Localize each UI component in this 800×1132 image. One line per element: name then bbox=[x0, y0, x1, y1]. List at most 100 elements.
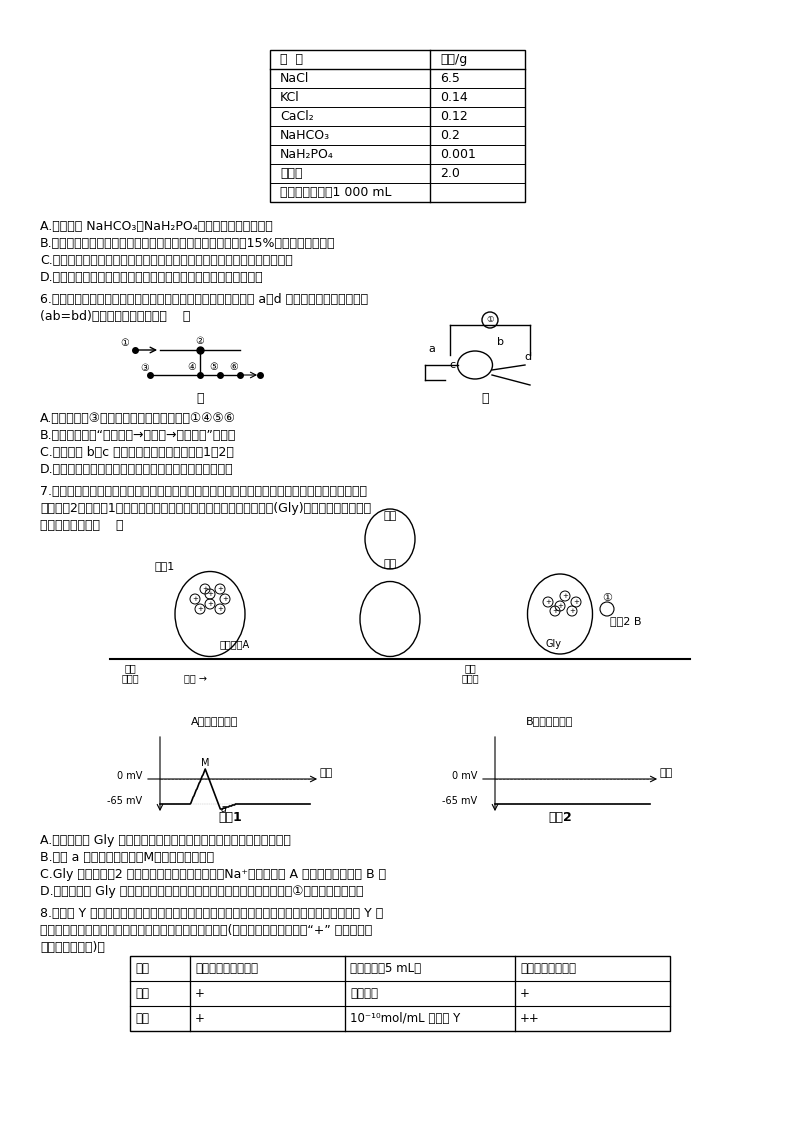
Text: +: + bbox=[202, 586, 208, 592]
Text: 0.001: 0.001 bbox=[440, 148, 476, 161]
Text: M: M bbox=[201, 758, 210, 767]
Text: 葡萄糖: 葡萄糖 bbox=[280, 168, 302, 180]
Text: ①: ① bbox=[121, 338, 130, 348]
Text: 脂肪细胞相对数量: 脂肪细胞相对数量 bbox=[520, 962, 576, 975]
Text: 6.5: 6.5 bbox=[440, 72, 460, 85]
Text: 甲: 甲 bbox=[196, 392, 204, 405]
Text: 前脂肪细胞相对数量: 前脂肪细胞相对数量 bbox=[195, 962, 258, 975]
Text: D.突触间隙的 Gly 可以通过主动运输方式进入细胞再被细胞利用，结构①可能表示载体蛋白: D.突触间隙的 Gly 可以通过主动运输方式进入细胞再被细胞利用，结构①可能表示… bbox=[40, 885, 363, 898]
Text: 成  分: 成 分 bbox=[280, 53, 303, 66]
Text: +: + bbox=[545, 599, 551, 604]
Text: C.刺激图乙 b、c 点，灵敏电流计指针各偏转1、2次: C.刺激图乙 b、c 点，灵敏电流计指针各偏转1、2次 bbox=[40, 446, 234, 458]
Text: 时间: 时间 bbox=[320, 767, 334, 778]
Text: 0.12: 0.12 bbox=[440, 110, 468, 123]
Text: 通道甲: 通道甲 bbox=[121, 674, 139, 683]
Text: 加蒸馏水定容至1 000 mL: 加蒸馏水定容至1 000 mL bbox=[280, 186, 391, 199]
Text: 0.2: 0.2 bbox=[440, 129, 460, 142]
Text: 生理盐水: 生理盐水 bbox=[350, 987, 378, 1000]
Text: +: + bbox=[197, 606, 203, 612]
Text: ②: ② bbox=[196, 336, 204, 346]
Text: a: a bbox=[221, 804, 227, 814]
Text: 0 mV: 0 mV bbox=[452, 771, 477, 781]
Text: +: + bbox=[207, 601, 213, 607]
Text: NaHCO₃: NaHCO₃ bbox=[280, 129, 330, 142]
Text: 甲组: 甲组 bbox=[135, 987, 149, 1000]
Text: D.实验过程中突触前膜发生的变化有产生动作电位和释放神经递质: D.实验过程中突触前膜发生的变化有产生动作电位和释放神经递质 bbox=[40, 271, 264, 284]
Text: +: + bbox=[573, 599, 579, 604]
Text: 加入溶液（5 mL）: 加入溶液（5 mL） bbox=[350, 962, 421, 975]
Text: 时间: 时间 bbox=[660, 767, 674, 778]
Text: A处膜电位变化: A处膜电位变化 bbox=[191, 717, 238, 726]
Text: +: + bbox=[217, 606, 223, 612]
Text: 离子: 离子 bbox=[464, 663, 476, 674]
Text: 乙组: 乙组 bbox=[135, 1012, 149, 1024]
Text: +: + bbox=[562, 593, 568, 599]
Text: a: a bbox=[429, 344, 435, 354]
Text: 乙: 乙 bbox=[482, 392, 489, 405]
Text: C.Gly 作用于突触2 的突触后膜使离子通道开放，Na⁺内流，导致 A 处的兴奋不能传至 B 处: C.Gly 作用于突触2 的突触后膜使离子通道开放，Na⁺内流，导致 A 处的兴… bbox=[40, 868, 386, 881]
Text: 离子: 离子 bbox=[124, 663, 136, 674]
Text: 兴奋 →: 兴奋 → bbox=[183, 674, 206, 683]
Text: 10⁻¹⁰mol/mL 神经肽 Y: 10⁻¹⁰mol/mL 神经肽 Y bbox=[350, 1012, 460, 1024]
Text: d: d bbox=[525, 352, 531, 362]
Text: C.作为反射弧的组成部分，该标本仍然发挥作用的部分有传入神经和效应器: C.作为反射弧的组成部分，该标本仍然发挥作用的部分有传入神经和效应器 bbox=[40, 254, 293, 267]
Text: D.若抑制该图中细胞的呼吸作用，不影响神经兴奋的传导: D.若抑制该图中细胞的呼吸作用，不影响神经兴奋的传导 bbox=[40, 463, 234, 475]
Text: 7.兴奋在中枢神经系统传导的过程中，有时存在一个突触引起的兴奋被后一个突触抑制的现象。下: 7.兴奋在中枢神经系统传导的过程中，有时存在一个突触引起的兴奋被后一个突触抑制的… bbox=[40, 484, 367, 498]
Text: B.图中 a 段表示静息电位，M点时膜外是负电位: B.图中 a 段表示静息电位，M点时膜外是负电位 bbox=[40, 851, 214, 864]
Text: 前脂肪细胞增殖和分化的影响。科研小组进行了如下实验(其他条件相同且适宜，“+” 的多少表示: 前脂肪细胞增殖和分化的影响。科研小组进行了如下实验(其他条件相同且适宜，“+” … bbox=[40, 924, 372, 937]
Text: 0 mV: 0 mV bbox=[117, 771, 142, 781]
Text: +: + bbox=[557, 603, 563, 609]
Text: -65 mV: -65 mV bbox=[442, 796, 477, 806]
Text: ①: ① bbox=[486, 316, 494, 325]
Text: +: + bbox=[195, 987, 205, 1000]
Text: 突触2 B: 突触2 B bbox=[610, 616, 642, 626]
Text: +: + bbox=[195, 1012, 205, 1024]
Text: A.乙酰胆碱和 Gly 都储存在突触小泡内，受到刺激后以胞吐的方式释放: A.乙酰胆碱和 Gly 都储存在突触小泡内，受到刺激后以胞吐的方式释放 bbox=[40, 834, 291, 847]
Text: +: + bbox=[222, 597, 228, 602]
Text: ③: ③ bbox=[141, 363, 150, 374]
Text: +: + bbox=[192, 597, 198, 602]
Text: +: + bbox=[207, 591, 213, 597]
Text: 含量/g: 含量/g bbox=[440, 53, 467, 66]
Text: b: b bbox=[497, 337, 503, 348]
Text: c: c bbox=[449, 360, 455, 370]
Text: 分组: 分组 bbox=[135, 962, 149, 975]
Text: 兴奋: 兴奋 bbox=[383, 511, 397, 521]
Text: 乙酰胆碱A: 乙酰胆碱A bbox=[220, 638, 250, 649]
Text: 图是突触2抑制突触1兴奋传导的过程示意图。图中乙酰胆碱和甘氨酸(Gly)为神经递质，下列有: 图是突触2抑制突触1兴奋传导的过程示意图。图中乙酰胆碱和甘氨酸(Gly)为神经递… bbox=[40, 501, 371, 515]
Text: +: + bbox=[552, 608, 558, 614]
Text: 突触1: 突触1 bbox=[218, 811, 242, 824]
Text: B处膜电位变化: B处膜电位变化 bbox=[526, 717, 574, 726]
Text: ①: ① bbox=[602, 593, 612, 603]
Text: A.任氏液中 NaHCO₃、NaH₂PO₄有维持酸碱平衡的功能: A.任氏液中 NaHCO₃、NaH₂PO₄有维持酸碱平衡的功能 bbox=[40, 220, 273, 233]
Text: 8.神经肽 Y 是由下丘脑神经分泌细胞分泌的激素，在体液调节中起到重要作用。为研究神经肽 Y 对: 8.神经肽 Y 是由下丘脑神经分泌细胞分泌的激素，在体液调节中起到重要作用。为研… bbox=[40, 907, 383, 920]
Text: 关叙述错误的是（    ）: 关叙述错误的是（ ） bbox=[40, 518, 123, 532]
Text: KCl: KCl bbox=[280, 91, 300, 104]
Bar bbox=[270, 50, 525, 201]
Text: A.刺激图甲中③处，可以测到电位变化的有①④⑤⑥: A.刺激图甲中③处，可以测到电位变化的有①④⑤⑥ bbox=[40, 412, 236, 424]
Bar bbox=[130, 957, 670, 1031]
Text: B.任氏液中葡萄糖的主要作用是提供能量，若将其含量提高到15%，标本活性会更高: B.任氏液中葡萄糖的主要作用是提供能量，若将其含量提高到15%，标本活性会更高 bbox=[40, 237, 335, 250]
Text: 树突: 树突 bbox=[383, 559, 397, 569]
Text: ++: ++ bbox=[520, 1012, 540, 1024]
Text: +: + bbox=[569, 608, 575, 614]
Text: NaCl: NaCl bbox=[280, 72, 310, 85]
Text: 突触2: 突触2 bbox=[548, 811, 572, 824]
Text: 通道乙: 通道乙 bbox=[461, 674, 479, 683]
Text: 相对数量的多少)。: 相对数量的多少)。 bbox=[40, 941, 105, 954]
Text: 2.0: 2.0 bbox=[440, 168, 460, 180]
Text: CaCl₂: CaCl₂ bbox=[280, 110, 314, 123]
Text: 0.14: 0.14 bbox=[440, 91, 468, 104]
Text: -65 mV: -65 mV bbox=[107, 796, 142, 806]
Text: +: + bbox=[520, 987, 530, 1000]
Text: B.在突触处完成“化学信号→电信号→化学信号”的转变: B.在突触处完成“化学信号→电信号→化学信号”的转变 bbox=[40, 429, 236, 441]
Text: +: + bbox=[217, 586, 223, 592]
Text: ④: ④ bbox=[188, 362, 196, 372]
Text: (ab=bd)，下列说法正确的是（    ）: (ab=bd)，下列说法正确的是（ ） bbox=[40, 310, 190, 323]
Text: ⑤: ⑤ bbox=[210, 362, 218, 372]
Text: 6.图甲所示为三个离体的神经元及其联系，图乙为突触结构，在 a、d 两点连接一个灵敏电流计: 6.图甲所示为三个离体的神经元及其联系，图乙为突触结构，在 a、d 两点连接一个… bbox=[40, 293, 368, 306]
Text: Gly: Gly bbox=[545, 638, 561, 649]
Text: 突触1: 突触1 bbox=[155, 561, 175, 571]
Text: ⑥: ⑥ bbox=[230, 362, 238, 372]
Text: NaH₂PO₄: NaH₂PO₄ bbox=[280, 148, 334, 161]
